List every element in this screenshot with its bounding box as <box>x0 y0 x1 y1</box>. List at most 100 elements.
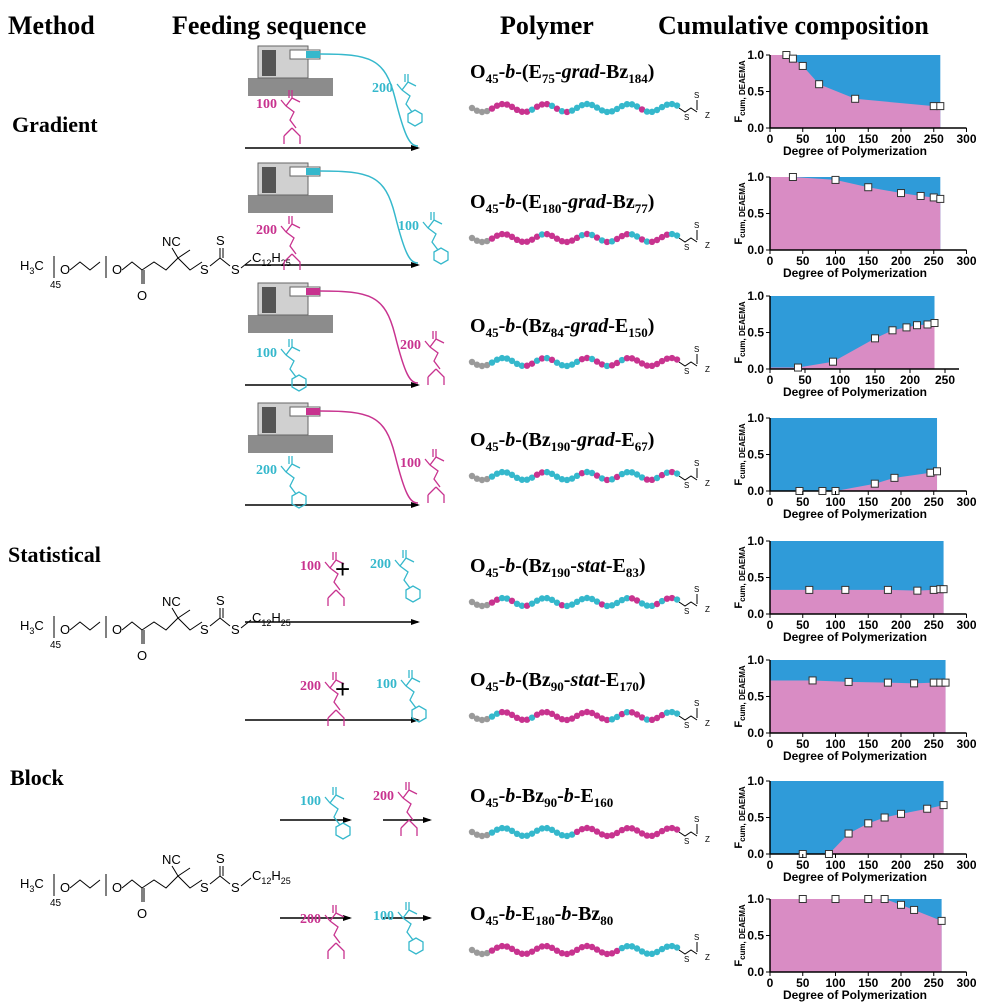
monomer-bead <box>573 946 581 954</box>
bond <box>53 874 107 896</box>
monomer-bead <box>493 710 501 717</box>
cta-text: H <box>271 250 280 265</box>
monomer-bead <box>573 234 581 242</box>
cta-text: H3C <box>20 618 44 636</box>
y-tick-label: 1.0 <box>747 653 764 667</box>
polymer-name: O45-b-(Bz190-stat-E83) <box>470 555 646 580</box>
chain-end-bond <box>678 354 698 367</box>
data-point <box>897 900 905 909</box>
monomer-bead <box>488 235 496 242</box>
polymer-name-part: - <box>570 429 577 451</box>
syringe-fill <box>306 408 320 415</box>
monomer-bead <box>593 472 601 479</box>
x-tick-label: 200 <box>891 976 911 990</box>
data-point <box>818 487 827 495</box>
monomer-bead <box>563 950 571 958</box>
monomer-bead <box>473 601 481 608</box>
monomer-bead <box>473 237 481 244</box>
monomer-bead <box>633 945 641 952</box>
cta-text: S <box>216 593 225 608</box>
cta-text: NC <box>162 234 181 249</box>
composition-area <box>770 471 938 491</box>
monomer-bead <box>598 601 606 608</box>
polymer-name-part: - <box>555 61 562 83</box>
monomer-bead <box>503 469 511 476</box>
x-axis-title: Degree of Polymerization <box>783 870 927 884</box>
cta-text: H <box>20 876 29 891</box>
polymer-name-part: - <box>499 315 506 337</box>
monomer-bead <box>673 596 681 603</box>
monomer-bead <box>618 470 626 478</box>
polymer-name-part: 180 <box>535 913 555 928</box>
data-point <box>890 473 899 482</box>
composition-area <box>770 589 944 614</box>
header-polymer: Polymer <box>500 11 594 40</box>
monomer-bead <box>518 950 526 957</box>
monomer-bead <box>608 950 616 957</box>
monomer-bead <box>503 231 511 238</box>
monomer-bead <box>518 832 526 839</box>
chain-end-label: S <box>684 243 689 252</box>
monomer-bead <box>533 711 541 718</box>
monomer-bead <box>538 355 546 362</box>
polymer-name: O45-b-Bz90-b-E160 <box>470 785 613 810</box>
monomer-bead <box>558 238 566 245</box>
chain-end-label: S <box>684 837 689 846</box>
y-axis-title-main: F <box>733 238 745 245</box>
ring <box>433 247 449 265</box>
monomer-bead <box>638 600 646 607</box>
monomer-bead <box>588 101 596 109</box>
cta-text: S <box>231 880 240 895</box>
monomer-bead <box>503 355 511 362</box>
monomer-bead <box>628 709 636 716</box>
monomer-bead <box>523 716 531 723</box>
chain-end-label: S <box>694 345 699 354</box>
polymer-name-part: 75 <box>542 71 556 86</box>
data-point <box>883 678 892 687</box>
x-tick-label: 50 <box>796 976 810 990</box>
monomer-bead <box>643 476 651 483</box>
monomer-bead <box>643 238 651 245</box>
monomer-bead <box>483 237 491 245</box>
arrow-head <box>343 915 352 921</box>
x-tick-label: 0 <box>767 495 774 509</box>
polymer-name-part: O <box>470 785 486 807</box>
y-tick-label: 1.0 <box>747 892 764 906</box>
x-tick-label: 250 <box>924 495 944 509</box>
monomer-bead <box>598 715 606 722</box>
y-tick-label: 1.0 <box>747 774 764 788</box>
x-tick-label: 150 <box>858 858 878 872</box>
polymer-name-part: -(Bz <box>515 555 551 577</box>
x-tick-label: 250 <box>924 858 944 872</box>
monomer-bead <box>643 602 651 609</box>
x-tick-label: 0 <box>767 618 774 632</box>
monomer-bead <box>643 362 651 369</box>
polymer-name-part: b <box>505 61 515 83</box>
monomer-bead <box>658 357 666 365</box>
monomer-bead <box>648 950 656 958</box>
monomer-bead <box>633 827 641 834</box>
polymer-name-part: b <box>505 191 515 213</box>
monomer-bead <box>523 476 531 483</box>
chain-end-bond <box>678 100 698 113</box>
monomer-bead <box>623 100 631 108</box>
monomer-bead <box>468 598 476 606</box>
monomer-bead <box>478 108 486 116</box>
composition-area <box>770 899 942 972</box>
monomer-bead <box>668 468 676 476</box>
polymer-name-part: 45 <box>486 201 500 216</box>
monomer-bead <box>508 471 516 479</box>
polymer-name-part: ) <box>639 555 646 577</box>
polymer-name-part: grad <box>567 191 607 213</box>
monomer-bead <box>613 599 621 607</box>
monomer-bead <box>578 943 586 951</box>
x-tick-label: 300 <box>956 254 976 268</box>
cta-text: O <box>60 262 70 277</box>
data-point <box>929 585 938 594</box>
data-point <box>930 319 939 328</box>
monomer-bead <box>618 102 626 110</box>
y-tick-label: 0.5 <box>747 571 764 585</box>
y-tick-label: 1.0 <box>747 289 764 303</box>
x-tick-label: 200 <box>891 132 911 146</box>
monomer-bead <box>548 356 556 364</box>
